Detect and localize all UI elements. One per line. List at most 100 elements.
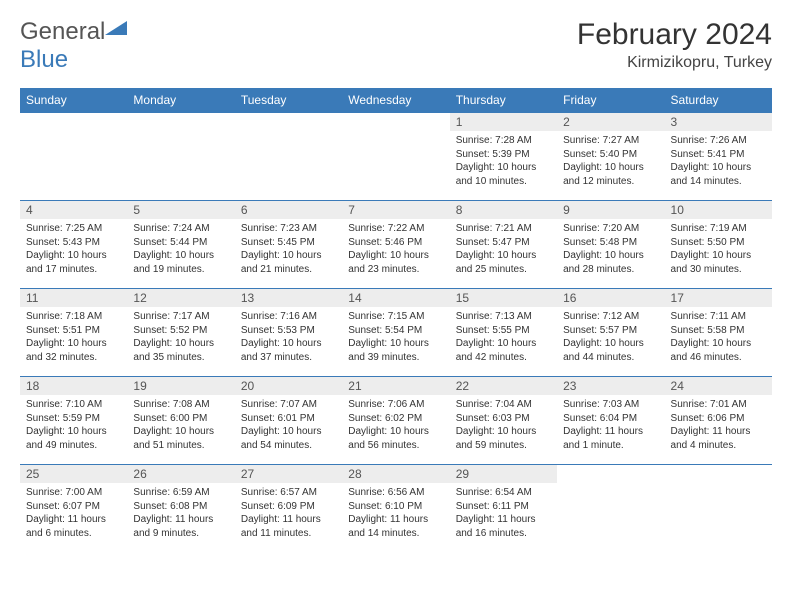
daylight-text: Daylight: 10 hours and 25 minutes.: [456, 249, 551, 276]
sunrise-text: Sunrise: 7:15 AM: [348, 310, 443, 324]
day-body: Sunrise: 7:12 AMSunset: 5:57 PMDaylight:…: [557, 307, 664, 368]
daylight-text: Daylight: 10 hours and 12 minutes.: [563, 161, 658, 188]
sunset-text: Sunset: 5:54 PM: [348, 324, 443, 338]
daylight-text: Daylight: 10 hours and 51 minutes.: [133, 425, 228, 452]
sunset-text: Sunset: 5:58 PM: [671, 324, 766, 338]
day-body: Sunrise: 6:54 AMSunset: 6:11 PMDaylight:…: [450, 483, 557, 544]
day-body: Sunrise: 7:11 AMSunset: 5:58 PMDaylight:…: [665, 307, 772, 368]
day-number: [20, 113, 127, 117]
calendar-row: 4Sunrise: 7:25 AMSunset: 5:43 PMDaylight…: [20, 201, 772, 289]
sunset-text: Sunset: 6:06 PM: [671, 412, 766, 426]
daylight-text: Daylight: 10 hours and 46 minutes.: [671, 337, 766, 364]
sunrise-text: Sunrise: 7:16 AM: [241, 310, 336, 324]
daylight-text: Daylight: 10 hours and 59 minutes.: [456, 425, 551, 452]
day-number: 18: [20, 377, 127, 395]
sunset-text: Sunset: 5:39 PM: [456, 148, 551, 162]
logo-text: General Blue: [20, 18, 127, 74]
sunrise-text: Sunrise: 7:12 AM: [563, 310, 658, 324]
sunrise-text: Sunrise: 7:03 AM: [563, 398, 658, 412]
month-title: February 2024: [577, 18, 772, 52]
day-number: [235, 113, 342, 117]
day-number: 22: [450, 377, 557, 395]
calendar-cell: 6Sunrise: 7:23 AMSunset: 5:45 PMDaylight…: [235, 201, 342, 289]
daylight-text: Daylight: 10 hours and 39 minutes.: [348, 337, 443, 364]
day-body: Sunrise: 7:25 AMSunset: 5:43 PMDaylight:…: [20, 219, 127, 280]
sunset-text: Sunset: 6:02 PM: [348, 412, 443, 426]
day-number: 29: [450, 465, 557, 483]
day-body: Sunrise: 7:08 AMSunset: 6:00 PMDaylight:…: [127, 395, 234, 456]
day-body: Sunrise: 7:04 AMSunset: 6:03 PMDaylight:…: [450, 395, 557, 456]
sunset-text: Sunset: 5:57 PM: [563, 324, 658, 338]
calendar-cell: 9Sunrise: 7:20 AMSunset: 5:48 PMDaylight…: [557, 201, 664, 289]
day-number: 19: [127, 377, 234, 395]
calendar-cell: 24Sunrise: 7:01 AMSunset: 6:06 PMDayligh…: [665, 377, 772, 465]
day-number: 23: [557, 377, 664, 395]
calendar-cell: 26Sunrise: 6:59 AMSunset: 6:08 PMDayligh…: [127, 465, 234, 553]
day-number: 7: [342, 201, 449, 219]
day-number: 6: [235, 201, 342, 219]
day-body: Sunrise: 7:20 AMSunset: 5:48 PMDaylight:…: [557, 219, 664, 280]
day-number: 3: [665, 113, 772, 131]
day-body: Sunrise: 7:00 AMSunset: 6:07 PMDaylight:…: [20, 483, 127, 544]
sunset-text: Sunset: 5:48 PM: [563, 236, 658, 250]
calendar-body: 1 Sunrise: 7:28 AMSunset: 5:39 PM Daylight…: [20, 113, 772, 553]
day-body: Sunrise: 7:19 AMSunset: 5:50 PMDaylight:…: [665, 219, 772, 280]
title-block: February 2024 Kirmizikopru, Turkey: [577, 18, 772, 72]
day-body: Sunrise: 7:18 AMSunset: 5:51 PMDaylight:…: [20, 307, 127, 368]
calendar-cell: [235, 113, 342, 201]
sunrise-text: Sunrise: 7:25 AM: [26, 222, 121, 236]
logo-triangle-icon: [105, 21, 127, 39]
sunrise-text: Sunrise: 7:11 AM: [671, 310, 766, 324]
day-body: Sunrise: 7:06 AMSunset: 6:02 PMDaylight:…: [342, 395, 449, 456]
day-number: 4: [20, 201, 127, 219]
calendar-cell: [665, 465, 772, 553]
sunset-text: Sunset: 5:51 PM: [26, 324, 121, 338]
daylight-text: Daylight: 10 hours and 30 minutes.: [671, 249, 766, 276]
day-number: 1: [450, 113, 557, 131]
day-number: 12: [127, 289, 234, 307]
day-number: 17: [665, 289, 772, 307]
logo-text-blue: Blue: [20, 46, 68, 73]
calendar-cell: 12Sunrise: 7:17 AMSunset: 5:52 PMDayligh…: [127, 289, 234, 377]
daylight-text: Daylight: 11 hours and 6 minutes.: [26, 513, 121, 540]
day-number: 10: [665, 201, 772, 219]
daylight-text: Daylight: 11 hours and 4 minutes.: [671, 425, 766, 452]
sunrise-text: Sunrise: 7:06 AM: [348, 398, 443, 412]
calendar-cell: 21Sunrise: 7:06 AMSunset: 6:02 PMDayligh…: [342, 377, 449, 465]
day-number: 20: [235, 377, 342, 395]
sunset-text: Sunset: 6:07 PM: [26, 500, 121, 514]
sunset-text: Sunset: 5:45 PM: [241, 236, 336, 250]
sunrise-text: Sunrise: 7:21 AM: [456, 222, 551, 236]
sunset-text: Sunset: 5:55 PM: [456, 324, 551, 338]
sunrise-text: Sunrise: 7:07 AM: [241, 398, 336, 412]
day-body: Sunrise: 6:56 AMSunset: 6:10 PMDaylight:…: [342, 483, 449, 544]
sunset-text: Sunset: 6:08 PM: [133, 500, 228, 514]
day-number: 9: [557, 201, 664, 219]
sunset-text: Sunset: 5:47 PM: [456, 236, 551, 250]
sunset-text: Sunset: 6:01 PM: [241, 412, 336, 426]
location: Kirmizikopru, Turkey: [577, 54, 772, 72]
header: General Blue February 2024 Kirmizikopru,…: [20, 18, 772, 74]
calendar-cell: 8Sunrise: 7:21 AMSunset: 5:47 PMDaylight…: [450, 201, 557, 289]
daylight-text: Daylight: 11 hours and 11 minutes.: [241, 513, 336, 540]
header-sunday: Sunday: [20, 88, 127, 113]
daylight-text: Daylight: 10 hours and 28 minutes.: [563, 249, 658, 276]
calendar-cell: 18Sunrise: 7:10 AMSunset: 5:59 PMDayligh…: [20, 377, 127, 465]
sunset-text: Sunset: 5:41 PM: [671, 148, 766, 162]
sunset-text: Sunset: 5:59 PM: [26, 412, 121, 426]
daylight-text: Daylight: 10 hours and 54 minutes.: [241, 425, 336, 452]
day-body: Sunrise: 7:07 AMSunset: 6:01 PMDaylight:…: [235, 395, 342, 456]
calendar-cell: 10Sunrise: 7:19 AMSunset: 5:50 PMDayligh…: [665, 201, 772, 289]
sunrise-text: Sunrise: 7:28 AM: [456, 134, 551, 148]
daylight-text: Daylight: 10 hours and 19 minutes.: [133, 249, 228, 276]
calendar-cell: 14Sunrise: 7:15 AMSunset: 5:54 PMDayligh…: [342, 289, 449, 377]
daylight-text: Daylight: 10 hours and 32 minutes.: [26, 337, 121, 364]
sunset-text: Sunset: 5:53 PM: [241, 324, 336, 338]
calendar-cell: 25Sunrise: 7:00 AMSunset: 6:07 PMDayligh…: [20, 465, 127, 553]
day-body: Sunrise: 7:17 AMSunset: 5:52 PMDaylight:…: [127, 307, 234, 368]
calendar-cell: 17Sunrise: 7:11 AMSunset: 5:58 PMDayligh…: [665, 289, 772, 377]
daylight-text: Daylight: 11 hours and 1 minute.: [563, 425, 658, 452]
sunrise-text: Sunrise: 7:27 AM: [563, 134, 658, 148]
day-body: Sunrise: 7:10 AMSunset: 5:59 PMDaylight:…: [20, 395, 127, 456]
day-body: Sunrise: 7:26 AMSunset: 5:41 PMDaylight:…: [665, 131, 772, 192]
